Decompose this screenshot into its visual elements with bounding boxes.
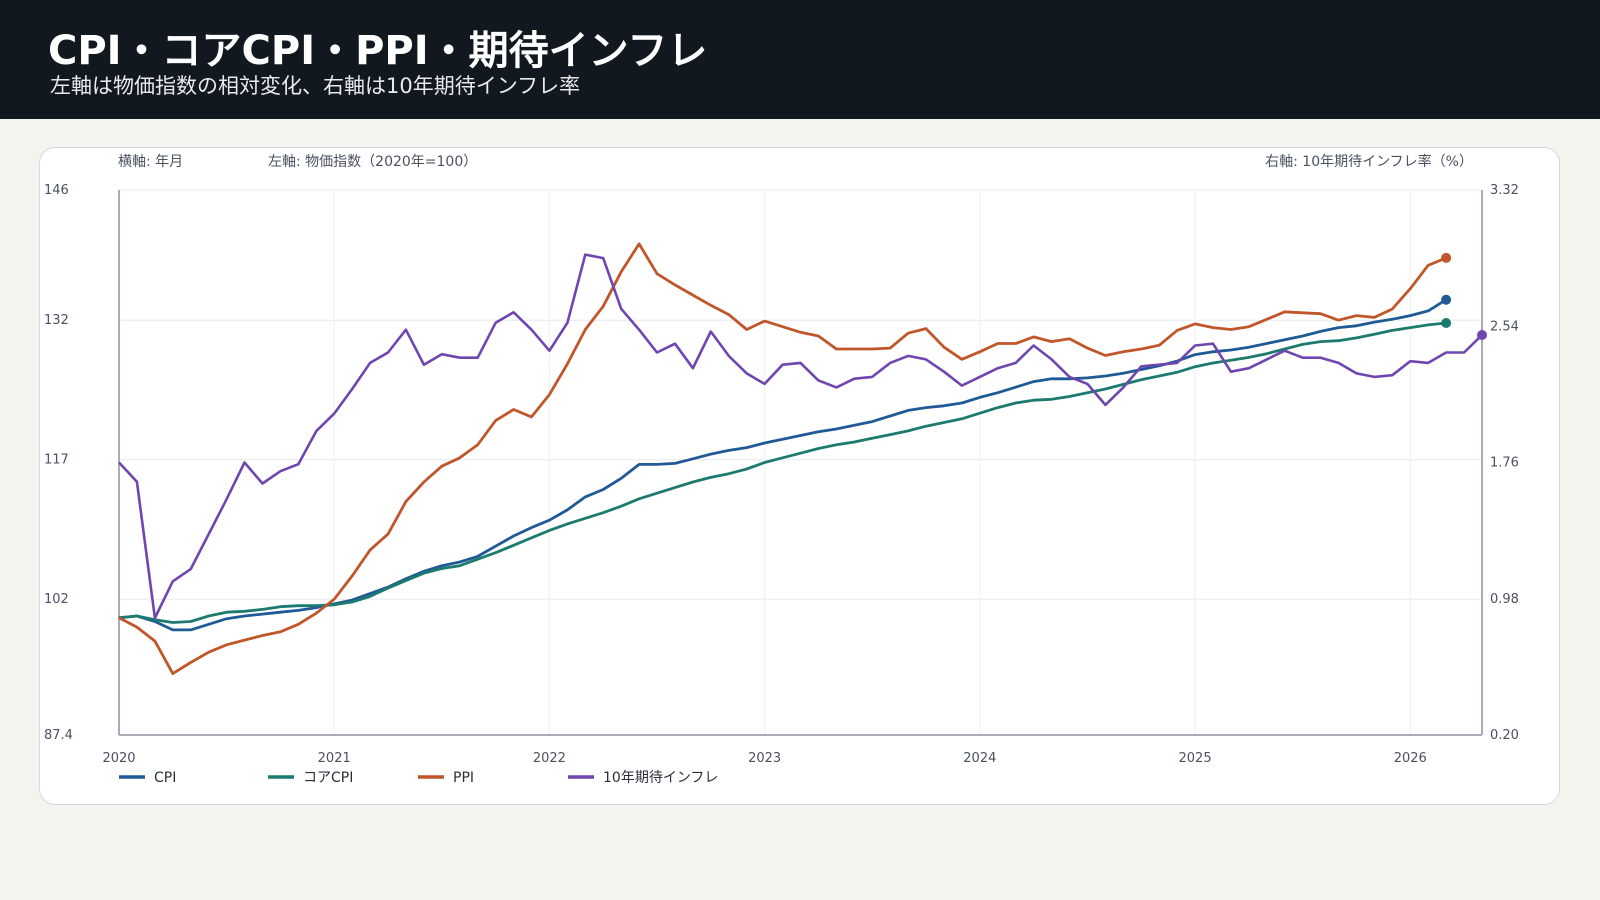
legend: CPI コアCPI PPI 10年期待インフレ: [119, 770, 718, 786]
x-tick-label: 2022: [533, 751, 566, 766]
series-end-marker-2: [1441, 252, 1452, 263]
x-tick-label: 2024: [963, 751, 996, 766]
header: CPI・コアCPI・PPI・期待インフレ 左軸は物価指数の相対変化、右軸は10年…: [0, 0, 1600, 119]
legend-label: PPI: [453, 770, 474, 786]
legend-label: 10年期待インフレ: [603, 770, 718, 786]
grid: [118, 189, 1482, 736]
left-axis-title: 左軸: 物価指数（2020年=100）: [268, 154, 477, 170]
chart-card: [39, 147, 1560, 805]
y-left-tick-label: 117: [44, 453, 69, 468]
axes: 146 3.32 132 2.54 117 1.76 102 0.98 87.4 0.20 2020…: [44, 183, 1519, 766]
x-tick-label: 2021: [318, 751, 351, 766]
chart-subtitle: 左軸は物価指数の相対変化、右軸は10年期待インフレ率: [50, 74, 581, 98]
y-left-tick-label: 102: [44, 592, 69, 607]
series-line-2: [118, 242, 1447, 675]
x-tick-label: 2020: [102, 751, 135, 766]
series-line-3: [118, 253, 1483, 620]
y-right-tick-label: 1.76: [1490, 456, 1519, 471]
chart-title: CPI・コアCPI・PPI・期待インフレ: [48, 28, 708, 74]
x-tick-label: 2025: [1179, 751, 1212, 766]
series-line-0: [118, 298, 1447, 632]
y-left-tick-label: 146: [44, 183, 69, 198]
series-end-marker-1: [1441, 317, 1452, 328]
x-axis-title: 横軸: 年月: [118, 154, 183, 170]
legend-label: コアCPI: [303, 770, 353, 786]
series-end-marker-3: [1477, 329, 1487, 340]
labels: 横軸: 年月 左軸: 物価指数（2020年=100） 右軸: 10年期待インフレ…: [118, 153, 1473, 170]
right-axis-title: 右軸: 10年期待インフレ率（%）: [1265, 153, 1473, 170]
series-end-marker-0: [1441, 294, 1452, 305]
y-right-tick-label: 0.98: [1490, 592, 1519, 607]
y-right-tick-label: 3.32: [1490, 183, 1519, 198]
y-left-tick-label: 87.4: [44, 728, 73, 743]
y-left-tick-label: 132: [44, 313, 69, 328]
x-tick-label: 2023: [748, 751, 781, 766]
y-right-tick-label: 2.54: [1490, 319, 1519, 334]
series-group: [118, 242, 1487, 675]
x-tick-label: 2026: [1394, 751, 1427, 766]
legend-label: CPI: [154, 770, 176, 786]
y-right-tick-label: 0.20: [1490, 728, 1519, 743]
